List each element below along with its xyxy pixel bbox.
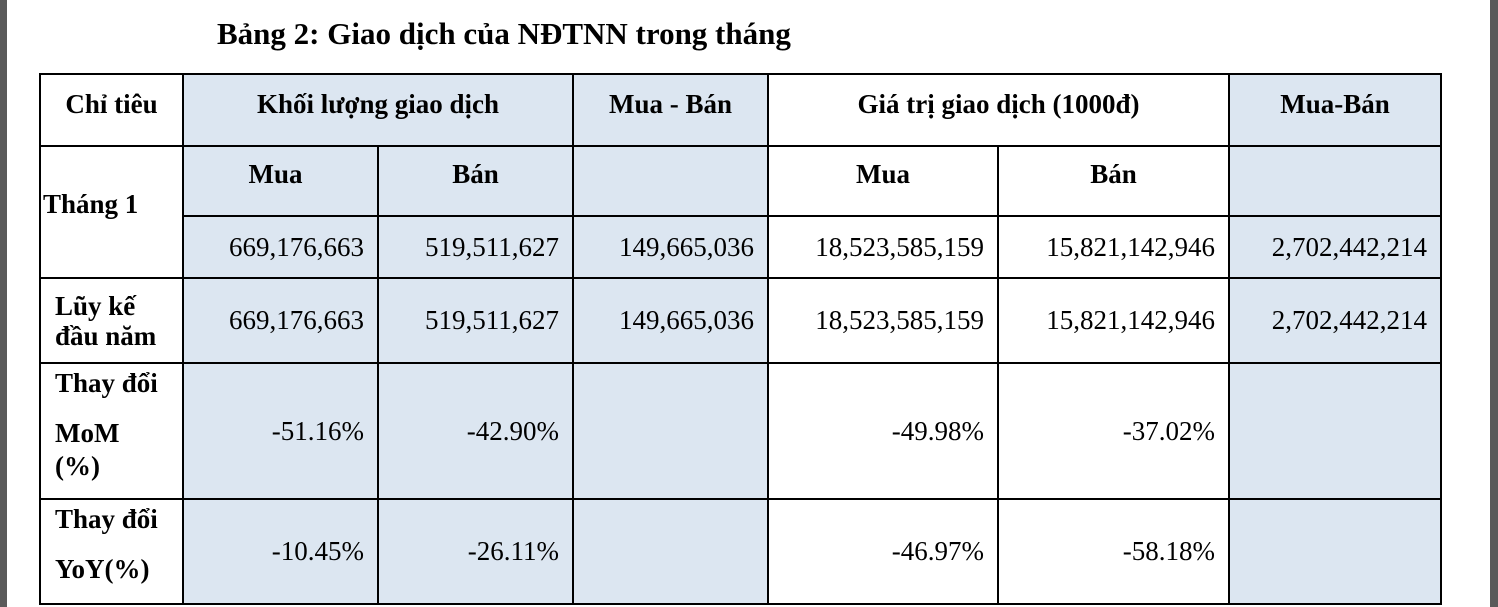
row-label-yoy: Thay đổi YoY(%): [39, 498, 184, 605]
row-label-thang-1: Tháng 1: [39, 145, 184, 279]
cell-kl-net: 149,665,036: [572, 215, 769, 279]
header-chi-tieu: Chỉ tiêu: [39, 73, 184, 147]
cell-kl-mua: -51.16%: [182, 362, 379, 500]
subheader-kl-ban: Bán: [377, 145, 574, 217]
subheader-gt-net-empty: [1228, 145, 1442, 217]
table-row-yoy: Thay đổi YoY(%) -10.45% -26.11% -46.97% …: [39, 498, 1442, 605]
cell-kl-mua: 669,176,663: [182, 215, 379, 279]
cell-gt-net-empty: [1228, 362, 1442, 500]
table-row-luy-ke: Lũy kế đầu năm 669,176,663 519,511,627 1…: [39, 277, 1442, 364]
page-edge-left: [0, 0, 7, 607]
row-label-luy-ke-line2: đầu năm: [55, 320, 157, 351]
subheader-kl-net-empty: [572, 145, 769, 217]
header-row-2: Tháng 1 Mua Bán Mua Bán: [39, 145, 1442, 279]
cell-kl-mua: -10.45%: [182, 498, 379, 605]
subheader-kl-mua: Mua: [182, 145, 379, 217]
table-row-thang-1: 669,176,663 519,511,627 149,665,036 18,5…: [40, 215, 1442, 279]
cell-gt-ban: -37.02%: [997, 362, 1230, 500]
cell-gt-mua: 18,523,585,159: [767, 277, 999, 364]
cell-kl-ban: -26.11%: [377, 498, 574, 605]
table-title: Bảng 2: Giao dịch của NĐTNN trong tháng: [217, 16, 791, 51]
cell-gt-mua: -49.98%: [767, 362, 999, 500]
row-label-mom: Thay đổi MoM (%): [39, 362, 184, 500]
cell-gt-mua: -46.97%: [767, 498, 999, 605]
row-label-yoy-line2: YoY(%): [55, 554, 150, 584]
subheader-gt-ban: Bán: [997, 145, 1230, 217]
row-label-luy-ke: Lũy kế đầu năm: [39, 277, 184, 364]
page-edge-right: [1490, 0, 1498, 607]
cell-kl-ban: 519,511,627: [377, 215, 574, 279]
foreign-investor-trading-table: Chỉ tiêu Khối lượng giao dịch Mua - Bán …: [39, 73, 1442, 605]
cell-kl-ban: -42.90%: [377, 362, 574, 500]
cell-kl-net-empty: [572, 362, 769, 500]
header-row-1: Chỉ tiêu Khối lượng giao dịch Mua - Bán …: [39, 73, 1442, 147]
table-row-mom: Thay đổi MoM (%) -51.16% -42.90% -49.98%…: [39, 362, 1442, 500]
cell-gt-net: 2,702,442,214: [1228, 215, 1442, 279]
cell-gt-ban: 15,821,142,946: [997, 215, 1230, 279]
subheader-gt-mua: Mua: [767, 145, 999, 217]
cell-gt-net-empty: [1228, 498, 1442, 605]
header-mua-ban-volume: Mua - Bán: [572, 73, 769, 147]
cell-gt-net: 2,702,442,214: [1228, 277, 1442, 364]
row-label-mom-line1: Thay đổi: [55, 368, 158, 398]
cell-kl-ban: 519,511,627: [377, 277, 574, 364]
header-mua-ban-value: Mua-Bán: [1228, 73, 1442, 147]
header-khoi-luong: Khối lượng giao dịch: [182, 73, 574, 147]
cell-gt-mua: 18,523,585,159: [767, 215, 999, 279]
header-gia-tri: Giá trị giao dịch (1000đ): [767, 73, 1230, 147]
cell-kl-net: 149,665,036: [572, 277, 769, 364]
cell-gt-ban: 15,821,142,946: [997, 277, 1230, 364]
row-label-mom-line3: (%): [55, 451, 100, 481]
row-label-mom-line2: MoM: [55, 418, 120, 448]
row-label-yoy-line1: Thay đổi: [55, 504, 158, 534]
cell-kl-mua: 669,176,663: [182, 277, 379, 364]
cell-kl-net-empty: [572, 498, 769, 605]
row-label-luy-ke-line1: Lũy kế: [55, 290, 136, 321]
cell-gt-ban: -58.18%: [997, 498, 1230, 605]
